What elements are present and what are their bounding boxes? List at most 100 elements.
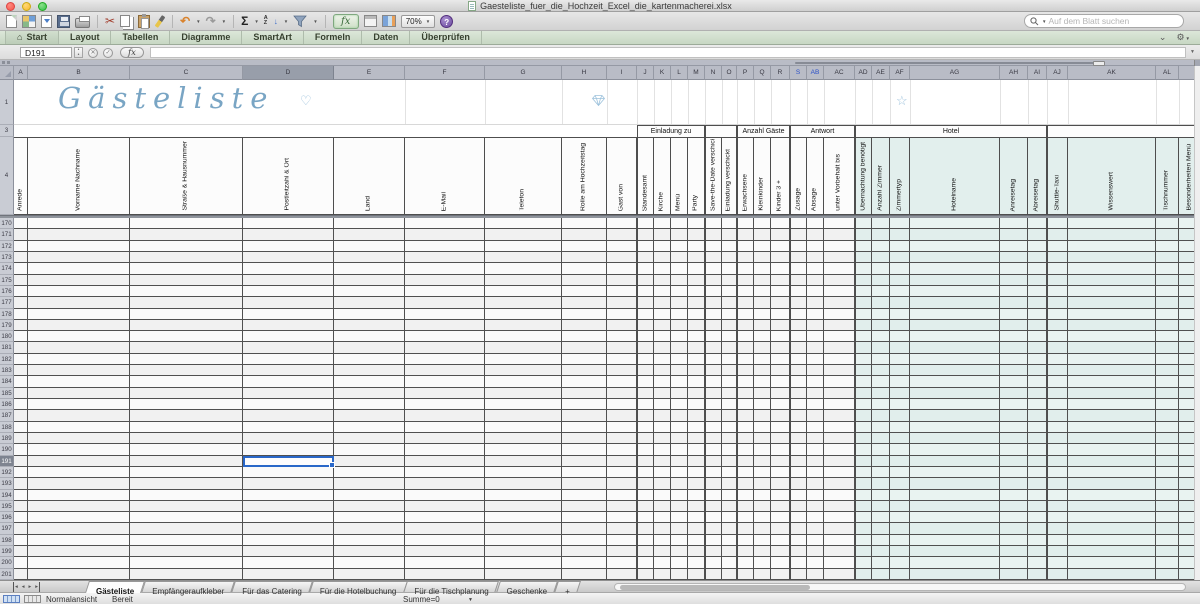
cell-P191[interactable] — [737, 455, 754, 467]
cell-AJ176[interactable] — [1047, 285, 1068, 298]
cell-H190[interactable] — [562, 444, 607, 456]
cell-A183[interactable] — [14, 365, 28, 377]
cell-J193[interactable] — [637, 478, 654, 490]
cell-M175[interactable] — [688, 274, 705, 286]
sheet-tab-6[interactable]: Geschenke — [495, 581, 559, 596]
last-sheet-arrow[interactable]: ▸ — [35, 582, 41, 592]
cell-B195[interactable] — [28, 500, 130, 513]
cell-E179[interactable] — [334, 319, 405, 332]
cell-F171[interactable] — [405, 229, 485, 241]
cell-AD180[interactable] — [855, 331, 872, 343]
cell-AL187[interactable] — [1156, 410, 1179, 422]
cell-AJ173[interactable] — [1047, 251, 1068, 264]
column-header-AD[interactable]: AD — [855, 66, 872, 80]
cell-B194[interactable] — [28, 489, 130, 501]
cell-N189[interactable] — [705, 432, 722, 445]
page-layout-view-button[interactable] — [24, 595, 41, 603]
cell-J170[interactable] — [637, 218, 654, 230]
cell-AG190[interactable] — [910, 444, 1000, 456]
cell-AH172[interactable] — [1000, 240, 1028, 252]
cell-AG197[interactable] — [910, 523, 1000, 535]
cell-J184[interactable] — [637, 376, 654, 388]
column-header-AC[interactable]: AC — [824, 66, 855, 80]
horizontal-scrollbar-thumb[interactable] — [620, 584, 810, 590]
cell-B182[interactable] — [28, 353, 130, 366]
cell-D172[interactable] — [243, 240, 334, 252]
column-title-S[interactable]: Zusage — [790, 137, 807, 215]
cell-E192[interactable] — [334, 466, 405, 479]
cell-AE182[interactable] — [872, 353, 890, 366]
cell-O175[interactable] — [722, 274, 737, 286]
cell-M190[interactable] — [688, 444, 705, 456]
cell-Q184[interactable] — [754, 376, 771, 388]
cell-A195[interactable] — [14, 500, 28, 513]
cell-AG184[interactable] — [910, 376, 1000, 388]
cell-AB198[interactable] — [807, 534, 824, 547]
cell-O194[interactable] — [722, 489, 737, 501]
cell-AM179[interactable] — [1179, 319, 1194, 332]
cell-K197[interactable] — [654, 523, 671, 535]
cell-R195[interactable] — [771, 500, 790, 513]
cell-H185[interactable] — [562, 387, 607, 399]
cell-B176[interactable] — [28, 285, 130, 298]
column-title-AL[interactable]: Tischnummer — [1156, 137, 1179, 215]
cell-G200[interactable] — [485, 557, 562, 569]
cell-C184[interactable] — [130, 376, 243, 388]
cell-D192[interactable] — [243, 466, 334, 479]
column-title-M[interactable]: Party — [688, 137, 705, 215]
cell-K193[interactable] — [654, 478, 671, 490]
cell-AG176[interactable] — [910, 285, 1000, 298]
cell-AF198[interactable] — [890, 534, 910, 547]
cell-N186[interactable] — [705, 399, 722, 411]
cell-AE196[interactable] — [872, 512, 890, 524]
cell-R179[interactable] — [771, 319, 790, 332]
cell-O181[interactable] — [722, 342, 737, 354]
cell-L181[interactable] — [671, 342, 688, 354]
cell-AE198[interactable] — [872, 534, 890, 547]
cell-L193[interactable] — [671, 478, 688, 490]
horizontal-scrollbar-track[interactable] — [614, 583, 1186, 591]
cell-AG172[interactable] — [910, 240, 1000, 252]
open-icon[interactable] — [41, 14, 52, 28]
cell-Q179[interactable] — [754, 319, 771, 332]
cell-O196[interactable] — [722, 512, 737, 524]
redo-icon[interactable]: ↷ — [205, 13, 216, 28]
row-header-185[interactable]: 185 — [0, 387, 14, 399]
cell-F200[interactable] — [405, 557, 485, 569]
cell-AF191[interactable] — [890, 455, 910, 467]
sum-options-arrow[interactable]: ▼ — [468, 596, 473, 603]
cell-AH201[interactable] — [1000, 568, 1028, 580]
cell-A197[interactable] — [14, 523, 28, 535]
cell-M183[interactable] — [688, 365, 705, 377]
cell-AG177[interactable] — [910, 297, 1000, 309]
cell-K171[interactable] — [654, 229, 671, 241]
cell-M173[interactable] — [688, 251, 705, 264]
cell-H200[interactable] — [562, 557, 607, 569]
cell-AB179[interactable] — [807, 319, 824, 332]
cell-L179[interactable] — [671, 319, 688, 332]
cell-AJ175[interactable] — [1047, 274, 1068, 286]
ribbon-tab-diagramme[interactable]: Diagramme — [170, 31, 243, 44]
cell-I185[interactable] — [607, 387, 637, 399]
cell-C170[interactable] — [130, 218, 243, 230]
cell-G183[interactable] — [485, 365, 562, 377]
cell-K196[interactable] — [654, 512, 671, 524]
cell-I189[interactable] — [607, 432, 637, 445]
cell-AJ200[interactable] — [1047, 557, 1068, 569]
cell-J173[interactable] — [637, 251, 654, 264]
cell-H196[interactable] — [562, 512, 607, 524]
cell-AM197[interactable] — [1179, 523, 1194, 535]
cell-N199[interactable] — [705, 546, 722, 558]
cell-C191[interactable] — [130, 455, 243, 467]
cell-S200[interactable] — [790, 557, 807, 569]
ribbon-collapse-chevron-icon[interactable]: ⌄ — [1158, 32, 1167, 42]
undo-dropdown-arrow[interactable]: ▼ — [196, 18, 201, 24]
cell-AE172[interactable] — [872, 240, 890, 252]
cell-AC180[interactable] — [824, 331, 855, 343]
cell-O178[interactable] — [722, 308, 737, 320]
cell-N197[interactable] — [705, 523, 722, 535]
column-title-J[interactable]: Standesamt — [637, 137, 654, 215]
cell-F183[interactable] — [405, 365, 485, 377]
cell-AE170[interactable] — [872, 218, 890, 230]
cell-S170[interactable] — [790, 218, 807, 230]
